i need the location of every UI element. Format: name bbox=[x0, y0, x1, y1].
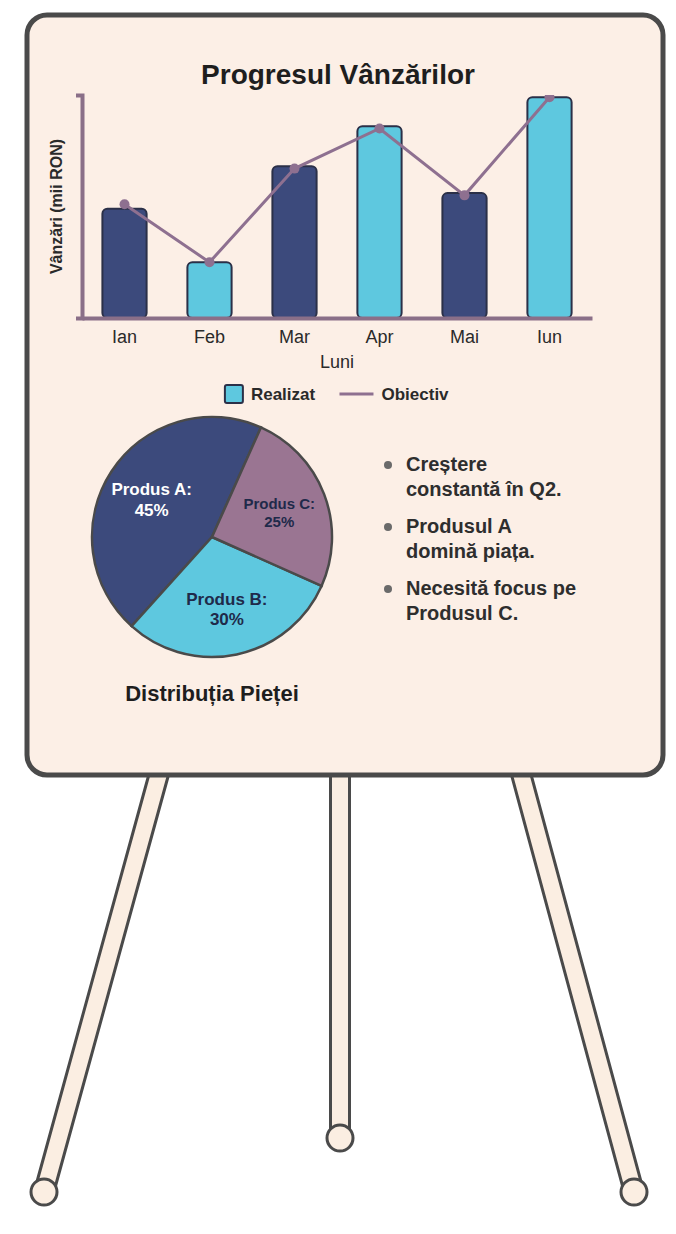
easel-leg bbox=[44, 770, 160, 1192]
x-tick: Feb bbox=[194, 318, 225, 347]
marker bbox=[375, 123, 385, 133]
line bbox=[125, 97, 550, 262]
bar bbox=[272, 166, 316, 318]
note-bullet bbox=[384, 585, 392, 593]
x-tick-label: Mai bbox=[450, 327, 479, 347]
slice-label-category: Produs A: bbox=[111, 480, 192, 499]
x-axis-title: Luni bbox=[320, 352, 354, 372]
note-item: Creștere constantă în Q2. bbox=[382, 452, 582, 502]
legend-label: Realizat bbox=[251, 385, 316, 404]
note-item: Necesită focus pe Produsul C. bbox=[382, 576, 582, 626]
slice-label-category: Produs C: bbox=[243, 495, 315, 512]
legend-label: Obiectiv bbox=[381, 385, 449, 404]
x-axis: Ian Feb Mar Apr Mai Iun bbox=[83, 318, 593, 347]
easel-leg-outline bbox=[329, 770, 351, 1138]
marker bbox=[290, 164, 300, 174]
slice-label: Produs A: 45% bbox=[111, 480, 192, 519]
pie-chart: Produs A: 45% Produs B:30% Produs C:25% bbox=[92, 417, 332, 657]
x-tick: Ian bbox=[112, 318, 137, 347]
y-axis-line bbox=[76, 96, 83, 319]
bars bbox=[102, 97, 571, 318]
x-axis-line bbox=[83, 317, 593, 321]
canvas: Ian Feb Mar Apr Mai Iun Progresul Vânzărilor Vâ… bbox=[0, 0, 676, 1234]
easel-leg bbox=[520, 770, 634, 1192]
x-tick: Iun bbox=[537, 318, 562, 347]
slice bbox=[212, 427, 332, 586]
slice-label-value: 25% bbox=[264, 513, 294, 530]
slice-labels: Produs A: 45% Produs B:30% Produs C:25% bbox=[111, 480, 315, 629]
x-tick-label: Ian bbox=[112, 327, 137, 347]
easel bbox=[31, 770, 647, 1205]
easel-leg bbox=[332, 770, 348, 1138]
easel-foot bbox=[621, 1179, 647, 1205]
x-tick: Mar bbox=[279, 318, 310, 347]
plot-marks bbox=[102, 95, 571, 318]
note-bullet bbox=[384, 523, 392, 531]
easel-foot bbox=[31, 1179, 57, 1205]
easel-leg-outline bbox=[44, 770, 160, 1192]
board bbox=[27, 15, 663, 775]
note-bullet bbox=[384, 461, 392, 469]
note-text: Creștere constantă în Q2. bbox=[406, 452, 578, 502]
note-text: Necesită focus pe Produsul C. bbox=[406, 576, 578, 626]
marker bbox=[545, 95, 555, 102]
note-text: Produsul A domină piața. bbox=[406, 514, 578, 564]
slice-label-value: 45% bbox=[135, 501, 169, 520]
legend-key bbox=[225, 385, 243, 403]
legend: Realizat Obiectiv bbox=[225, 385, 449, 404]
x-tick-label: Iun bbox=[537, 327, 562, 347]
legend-item: Obiectiv bbox=[339, 385, 449, 404]
x-tick: Mai bbox=[450, 318, 479, 347]
marker bbox=[205, 257, 215, 267]
slice-label: Produs C:25% bbox=[243, 495, 315, 530]
legend-key bbox=[339, 393, 373, 396]
easel-leg-outline bbox=[520, 770, 634, 1192]
combo-chart: Ian Feb Mar Apr Mai Iun Progresul Vânzărilor Vâ… bbox=[48, 59, 593, 404]
slice-label-category: Produs B: bbox=[186, 590, 267, 609]
bar bbox=[187, 262, 231, 318]
chart-title: Progresul Vânzărilor bbox=[201, 59, 475, 90]
easel-foot bbox=[327, 1125, 353, 1151]
markers bbox=[120, 95, 555, 267]
x-tick-label: Apr bbox=[365, 327, 393, 347]
slices bbox=[92, 417, 332, 657]
y-axis bbox=[76, 96, 83, 319]
bar bbox=[102, 209, 146, 318]
notes: Creștere constantă în Q2. Produsul A domi… bbox=[382, 452, 582, 638]
x-tick: Apr bbox=[365, 318, 393, 347]
slice-label: Produs B:30% bbox=[186, 590, 267, 629]
marker bbox=[120, 199, 130, 209]
pie-title: Distribuția Pieței bbox=[125, 681, 299, 706]
bar bbox=[357, 126, 401, 318]
slice-label-value: 30% bbox=[210, 610, 244, 629]
note-item: Produsul A domină piața. bbox=[382, 514, 582, 564]
page: Ian Feb Mar Apr Mai Iun Progresul Vânzărilor Vâ… bbox=[0, 0, 676, 1234]
legend-item: Realizat bbox=[225, 385, 316, 404]
bar bbox=[442, 193, 486, 318]
bar bbox=[527, 97, 571, 318]
y-axis-title: Vânzări (mii RON) bbox=[48, 139, 65, 274]
marker bbox=[460, 190, 470, 200]
x-tick-label: Feb bbox=[194, 327, 225, 347]
x-tick-label: Mar bbox=[279, 327, 310, 347]
